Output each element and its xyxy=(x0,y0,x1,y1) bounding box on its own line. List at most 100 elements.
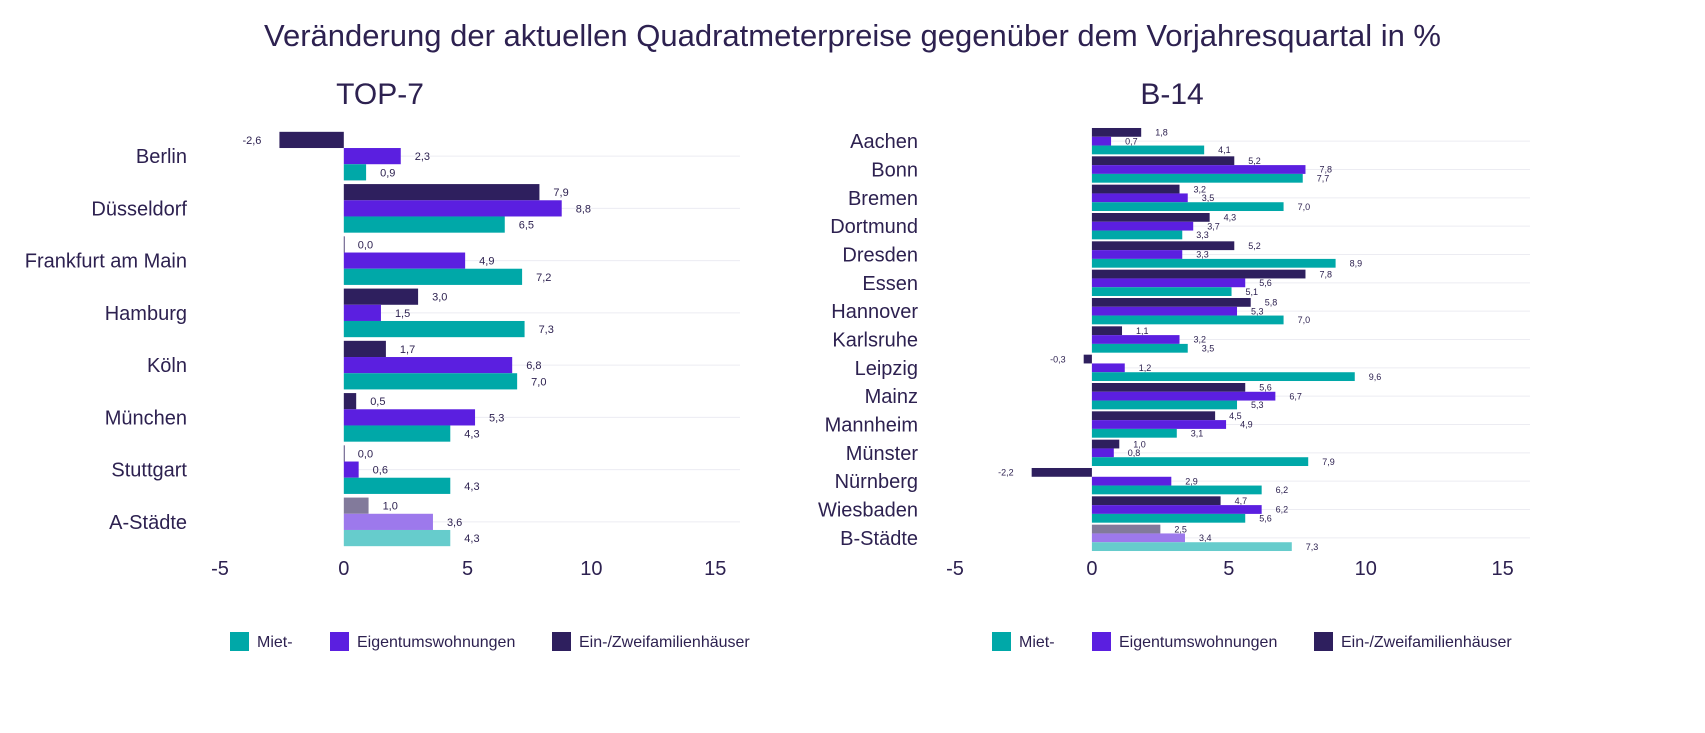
bar-miet xyxy=(1091,258,1336,268)
bar-miet xyxy=(1091,343,1188,353)
bar-eigentumswohnungen xyxy=(1091,250,1183,259)
bar-eigentumswohnungen xyxy=(343,252,466,269)
bar-miet xyxy=(343,216,505,233)
x-tick-label: 10 xyxy=(580,558,602,580)
data-label: 5,8 xyxy=(1265,298,1278,308)
bar-miet xyxy=(1091,428,1177,438)
bar-miet xyxy=(1091,287,1232,297)
category-label: München xyxy=(105,407,187,429)
data-label: 0,7 xyxy=(1125,136,1138,146)
data-label: 8,8 xyxy=(576,203,591,215)
bar-eigentumswohnungen xyxy=(1091,363,1125,373)
data-label: 5,6 xyxy=(1259,278,1272,288)
legend-swatch xyxy=(1092,632,1111,651)
category-label: Dresden xyxy=(842,245,918,267)
bar-einzweifamilienhuser xyxy=(343,236,345,253)
bar-miet xyxy=(343,373,518,390)
bar-einzweifamilienhuser xyxy=(1091,524,1161,534)
data-label: -2,6 xyxy=(242,135,261,147)
data-label: 3,3 xyxy=(1196,230,1209,240)
bar-miet xyxy=(1091,230,1183,240)
bar-miet xyxy=(1091,400,1238,410)
category-label: Mainz xyxy=(865,386,918,408)
bar-miet xyxy=(1091,457,1309,467)
data-label: 1,5 xyxy=(395,308,410,320)
data-label: 7,2 xyxy=(536,272,551,284)
legend-label: Miet- xyxy=(1019,634,1055,651)
data-label: 1,7 xyxy=(400,344,415,356)
panel-title: B-14 xyxy=(1140,78,1203,111)
x-tick-label: 0 xyxy=(338,558,349,580)
bar-einzweifamilienhuser xyxy=(1031,467,1092,477)
legend-swatch xyxy=(330,632,349,651)
bar-miet xyxy=(343,425,451,442)
bar-eigentumswohnungen xyxy=(1091,420,1227,429)
data-label: 0,0 xyxy=(358,448,373,460)
data-label: 7,8 xyxy=(1319,165,1332,175)
data-label: 1,0 xyxy=(383,501,398,513)
bar-miet xyxy=(1091,173,1303,183)
data-label: 6,7 xyxy=(1289,391,1302,401)
data-label: 7,0 xyxy=(531,376,546,388)
data-label: 9,6 xyxy=(1369,372,1382,382)
bar-einzweifamilienhuser xyxy=(343,288,419,305)
data-label: 4,1 xyxy=(1218,145,1231,155)
bar-eigentumswohnungen xyxy=(1091,505,1262,514)
data-label: 3,2 xyxy=(1194,184,1207,194)
bar-eigentumswohnungen xyxy=(1091,306,1238,316)
data-label: 4,3 xyxy=(464,533,479,545)
category-label: Leipzig xyxy=(855,358,918,380)
category-label: Hannover xyxy=(831,301,918,323)
bar-eigentumswohnungen xyxy=(1091,136,1112,146)
bar-einzweifamilienhuser xyxy=(1091,382,1246,392)
legend-swatch xyxy=(1314,632,1333,651)
bar-einzweifamilienhuser xyxy=(1083,354,1092,364)
data-label: 5,2 xyxy=(1248,241,1261,251)
data-label: 5,3 xyxy=(489,412,504,424)
legend: Miet- Eigentumswohnungen Ein-/Zweifamilien… xyxy=(230,632,750,651)
bar-einzweifamilienhuser xyxy=(1091,439,1120,449)
data-label: -0,3 xyxy=(1050,354,1066,364)
data-label: 0,0 xyxy=(358,239,373,251)
bar-eigentumswohnungen xyxy=(343,513,433,530)
data-label: 7,0 xyxy=(1298,315,1311,325)
data-label: 3,5 xyxy=(1202,344,1215,354)
data-label: 3,0 xyxy=(432,292,447,304)
category-label: Mannheim xyxy=(825,415,918,437)
data-label: 5,1 xyxy=(1246,287,1259,297)
bar-einzweifamilienhuser xyxy=(1091,184,1180,194)
x-tick-label: -5 xyxy=(946,558,964,580)
data-label: 5,3 xyxy=(1251,306,1264,316)
category-label: B-Städte xyxy=(840,528,918,550)
bar-eigentumswohnungen xyxy=(1091,278,1246,288)
panel-title: TOP-7 xyxy=(336,78,424,111)
bar-einzweifamilienhuser xyxy=(343,340,386,358)
data-label: 7,9 xyxy=(553,187,568,199)
data-label: 3,4 xyxy=(1199,533,1212,543)
category-label: A-Städte xyxy=(109,512,187,534)
data-label: 7,0 xyxy=(1298,202,1311,212)
bar-eigentumswohnungen xyxy=(343,357,513,374)
bar-einzweifamilienhuser xyxy=(343,184,540,201)
x-tick-label: 0 xyxy=(1086,558,1097,580)
chart-panel-1: B-141,80,74,1Aachen5,27,87,7Bonn3,23,57,… xyxy=(818,78,1530,651)
category-label: Köln xyxy=(147,355,187,377)
data-label: 3,3 xyxy=(1196,250,1209,260)
data-label: 4,9 xyxy=(479,256,494,268)
data-label: 8,9 xyxy=(1350,259,1363,269)
legend-swatch xyxy=(552,632,571,651)
data-label: 1,1 xyxy=(1136,326,1149,336)
bar-einzweifamilienhuser xyxy=(1091,127,1142,137)
bar-einzweifamilienhuser xyxy=(1091,269,1306,279)
bar-einzweifamilienhuser xyxy=(1091,241,1235,251)
data-label: 4,3 xyxy=(464,481,479,493)
legend: Miet- Eigentumswohnungen Ein-/Zweifamilien… xyxy=(992,632,1512,651)
category-label: Münster xyxy=(846,443,919,465)
legend-label: Eigentumswohnungen xyxy=(357,634,515,651)
category-label: Frankfurt am Main xyxy=(25,251,187,273)
data-label: 0,9 xyxy=(380,167,395,179)
x-tick-label: -5 xyxy=(211,558,229,580)
x-tick-label: 5 xyxy=(1223,558,1234,580)
bar-eigentumswohnungen xyxy=(343,461,359,478)
